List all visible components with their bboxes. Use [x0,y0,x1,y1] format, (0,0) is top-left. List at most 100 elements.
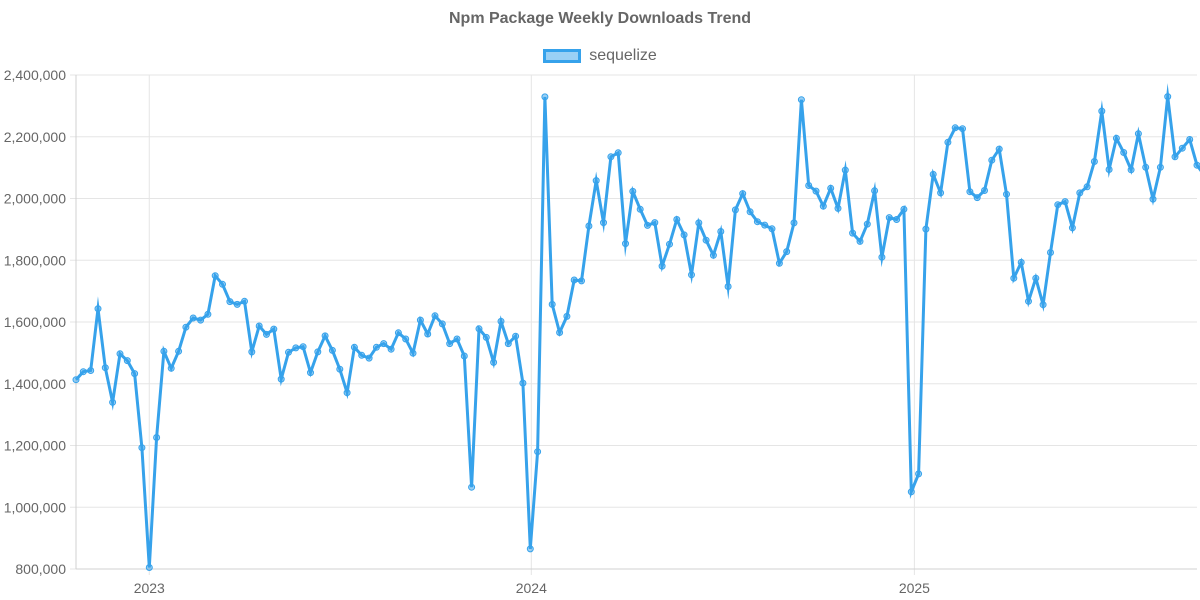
data-point [460,352,468,360]
data-point [1017,258,1025,266]
data-point [688,271,695,279]
data-point [431,312,439,320]
data-point [900,205,908,213]
data-point [775,259,783,267]
data-point [328,346,336,354]
data-point [504,340,512,348]
data-point [519,379,527,387]
data-point [878,253,886,261]
data-point [929,170,937,178]
data-point [123,357,131,365]
data-point [1098,107,1106,115]
data-point [1193,161,1200,169]
y-tick-label: 1,400,000 [4,376,66,392]
data-point [541,93,549,101]
y-tick-label: 2,400,000 [4,67,66,83]
data-point [153,434,161,441]
y-tick-label: 1,600,000 [4,314,66,330]
data-point [607,153,615,161]
data-point [1083,183,1091,191]
data-point [438,320,446,328]
data-point [695,219,703,227]
data-point [863,220,871,228]
y-tick-label: 800,000 [15,561,66,577]
data-point [636,205,644,213]
data-point [1105,166,1113,173]
data-point [226,298,234,306]
y-tick-label: 1,800,000 [4,252,66,268]
data-point [475,325,483,333]
data-point [724,283,732,290]
data-point [204,310,212,318]
data-point [534,448,542,456]
y-tick-label: 1,000,000 [4,499,66,515]
data-point [145,564,153,571]
data-point [1186,136,1194,143]
data-point [570,276,578,284]
data-point [556,329,564,336]
data-point [211,272,219,280]
data-point [709,251,717,259]
data-point [416,316,424,324]
x-tick-label: 2024 [516,580,547,596]
data-point [241,297,248,305]
data-point [1156,163,1164,171]
legend[interactable]: sequelize [0,47,1200,65]
data-point [233,300,241,308]
data-point [219,280,226,288]
data-point [797,96,805,104]
data-point [72,376,80,384]
data-point [871,187,879,195]
data-point [116,350,124,358]
data-point [849,229,857,237]
data-point [314,348,322,356]
data-point [915,470,923,478]
data-point [380,340,388,348]
data-point [402,335,410,343]
legend-swatch[interactable] [543,49,582,63]
data-point [424,330,432,338]
data-point [138,444,146,452]
data-point [307,369,314,377]
data-point [1149,195,1157,203]
data-point [805,182,813,189]
data-point [680,231,688,239]
data-point [959,125,966,133]
data-point [175,347,183,355]
data-point [819,202,827,210]
data-point [87,367,95,374]
x-tick-label: 2023 [134,580,165,596]
data-point [753,218,761,226]
data-point [1047,249,1054,256]
data-point [944,138,952,146]
data-point [1032,274,1040,282]
data-point [834,204,842,212]
data-point [387,345,395,353]
data-point [409,349,417,357]
data-point [614,149,622,157]
data-point [1039,301,1047,309]
data-point [856,237,864,245]
data-point [248,348,256,356]
data-point [453,335,461,343]
data-point [1171,153,1179,161]
series-line-sequelize [74,83,1200,568]
y-tick-label: 2,000,000 [4,191,66,207]
data-point [446,340,454,348]
data-point [600,219,607,227]
data-point [966,188,974,196]
data-point [263,330,270,338]
data-point [358,351,366,359]
data-point [937,189,945,197]
data-point [1068,224,1076,232]
data-point [372,343,380,351]
data-point [292,344,300,352]
data-point [1061,198,1069,206]
data-point [622,240,629,248]
data-point [160,347,168,355]
data-point [768,225,776,233]
legend-label[interactable]: sequelize [589,47,657,64]
chart-title: Npm Package Weekly Downloads Trend [448,10,752,27]
data-point [255,322,263,330]
